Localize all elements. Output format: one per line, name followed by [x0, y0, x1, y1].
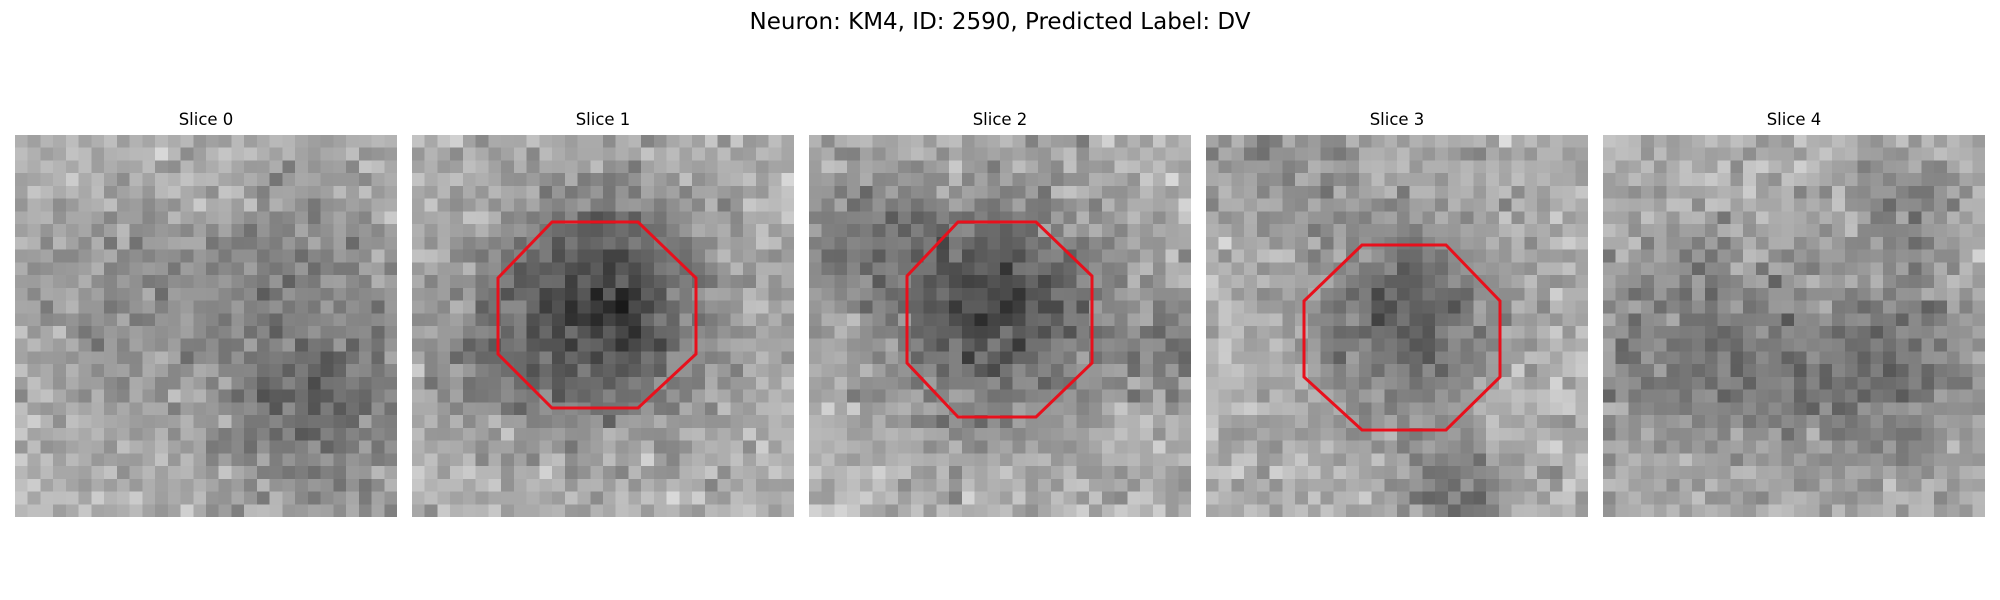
- figure-title: Neuron: KM4, ID: 2590, Predicted Label: …: [749, 9, 1251, 35]
- slice-image: [1603, 135, 1985, 517]
- slice-panel-3: Slice 3: [1206, 108, 1588, 521]
- slice-title: Slice 0: [178, 110, 234, 129]
- roi-outline: [905, 220, 1094, 419]
- slice-image: [809, 135, 1191, 517]
- slice-title: Slice 3: [1369, 110, 1425, 129]
- slice-panel-4: Slice 4: [1603, 108, 1985, 521]
- roi-outline: [496, 220, 698, 410]
- slice-title: Slice 1: [575, 110, 631, 129]
- roi-octagon: [496, 220, 698, 410]
- slice-image: [412, 135, 794, 517]
- roi-outline: [1302, 243, 1502, 432]
- slice-image: [15, 135, 397, 517]
- slice-pixels: [809, 135, 1191, 517]
- slice-title: Slice 2: [972, 110, 1028, 129]
- slice-pixels: [1206, 135, 1588, 517]
- roi-octagon: [1302, 243, 1502, 432]
- roi-octagon: [905, 220, 1094, 419]
- slice-panel-0: Slice 0: [15, 108, 397, 521]
- slice-image: [1206, 135, 1588, 517]
- slice-pixels: [412, 135, 794, 517]
- slice-pixels: [1603, 135, 1985, 517]
- slice-panel-2: Slice 2: [809, 108, 1191, 521]
- slice-title: Slice 4: [1766, 110, 1822, 129]
- slice-panel-1: Slice 1: [412, 108, 794, 521]
- slice-pixels: [15, 135, 397, 517]
